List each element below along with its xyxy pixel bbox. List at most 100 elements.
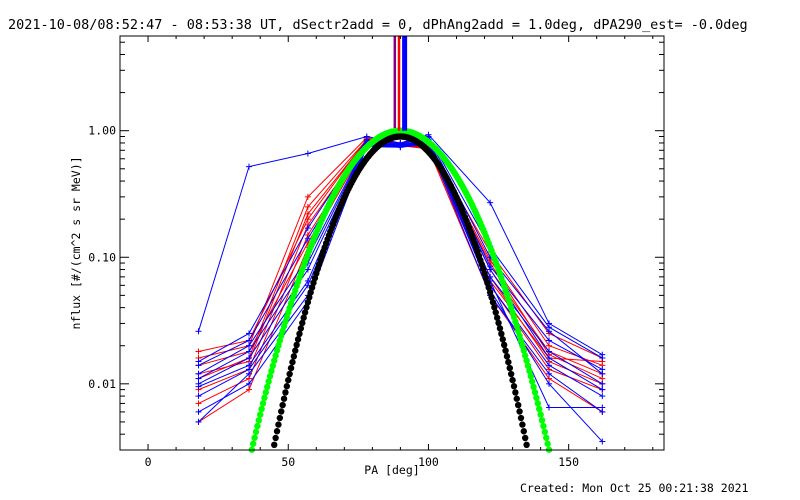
data-point [546,362,553,369]
data-point [245,330,252,337]
series-1 [195,137,606,377]
fit-dot [273,347,281,354]
data-point [487,266,494,273]
data-point [245,337,252,344]
fit-dot [285,376,292,384]
fit-dot [262,389,270,396]
series-line [198,139,603,391]
data-point [304,210,311,217]
series-line [198,137,603,375]
x-tick-label: 50 [281,455,295,469]
x-axis-label: PA [deg] [364,463,419,477]
fit-dot [493,314,501,321]
data-point [245,354,252,361]
fit-dot [520,347,527,354]
fit-dot [275,342,282,349]
fit-dot [275,421,282,428]
fit-dot [264,383,271,391]
fit-dot [531,389,539,396]
fit-dot [289,358,296,366]
data-point [304,193,311,200]
y-tick-label: 0.01 [88,377,116,391]
data-point [546,328,553,335]
data-point [195,408,202,415]
fit-dot [299,319,306,327]
fit-dot [276,414,284,422]
fit-dot [496,325,504,332]
data-point [546,354,553,361]
series-line [198,141,603,442]
data-point [546,342,553,349]
fit-dot [296,330,303,338]
fit-dot [252,428,260,436]
data-point [195,362,202,369]
series-14 [195,138,606,445]
series-line [198,139,603,375]
fit-dot [514,401,522,409]
fit-dot [258,405,265,413]
data-point [195,400,202,407]
data-point [195,375,202,382]
data-point [487,199,494,206]
fit-dot [271,441,278,449]
data-point [245,348,252,355]
fit-dot [259,400,267,407]
fit-dot [523,441,530,449]
fit-dot [297,325,305,332]
fit-dot [292,347,299,354]
plot-frame [119,35,665,451]
fit-dot [266,373,274,380]
fit-dot [251,434,258,441]
fit-dot [526,367,533,375]
data-point [245,370,252,377]
chart-title: 2021-10-08/08:52:47 - 08:53:38 UT, dSect… [8,17,748,33]
data-point [599,354,606,361]
fit-dot [521,352,529,359]
series-line [198,142,603,397]
fit-dot [544,440,551,447]
series-5 [195,140,606,425]
fit-dot [513,395,520,402]
data-point [195,418,202,425]
fit-dot [499,336,506,343]
data-point [195,348,202,355]
fit-dot [488,294,495,301]
fit-dot [272,352,279,359]
fit-dot [486,289,494,296]
fit-dot [506,364,513,372]
data-point [599,380,606,387]
x-tick-label: 100 [418,455,439,469]
fit-dot [254,422,261,430]
fit-dot [300,314,307,321]
data-point [304,216,311,223]
data-point [397,143,404,150]
fit-dot [249,440,257,447]
fit-dot [536,405,543,413]
fit-dot [533,394,540,402]
data-point [599,370,606,377]
data-point [304,277,311,284]
data-point [304,266,311,273]
fit-dot [283,383,291,390]
fit-dot [527,373,535,380]
fit-dot [276,337,284,344]
fit-dot [257,411,264,418]
data-point [245,163,252,170]
fit-dot [272,434,279,442]
fit-dot [538,417,546,424]
fit-dot [294,336,302,343]
fit-dot [503,353,511,360]
y-tick-label: 0.10 [88,250,116,264]
fit-dot [307,289,314,296]
data-point [304,150,311,157]
y-axis-label: nflux [#/(cm^2 s sr MeV)] [69,156,83,329]
data-point [546,380,553,387]
data-point [546,370,553,377]
fit-layer [248,127,553,453]
fit-dot [540,422,547,430]
fit-dot [521,434,529,442]
series-line [198,139,603,375]
series-line [198,143,603,423]
fit-dot [524,362,532,370]
